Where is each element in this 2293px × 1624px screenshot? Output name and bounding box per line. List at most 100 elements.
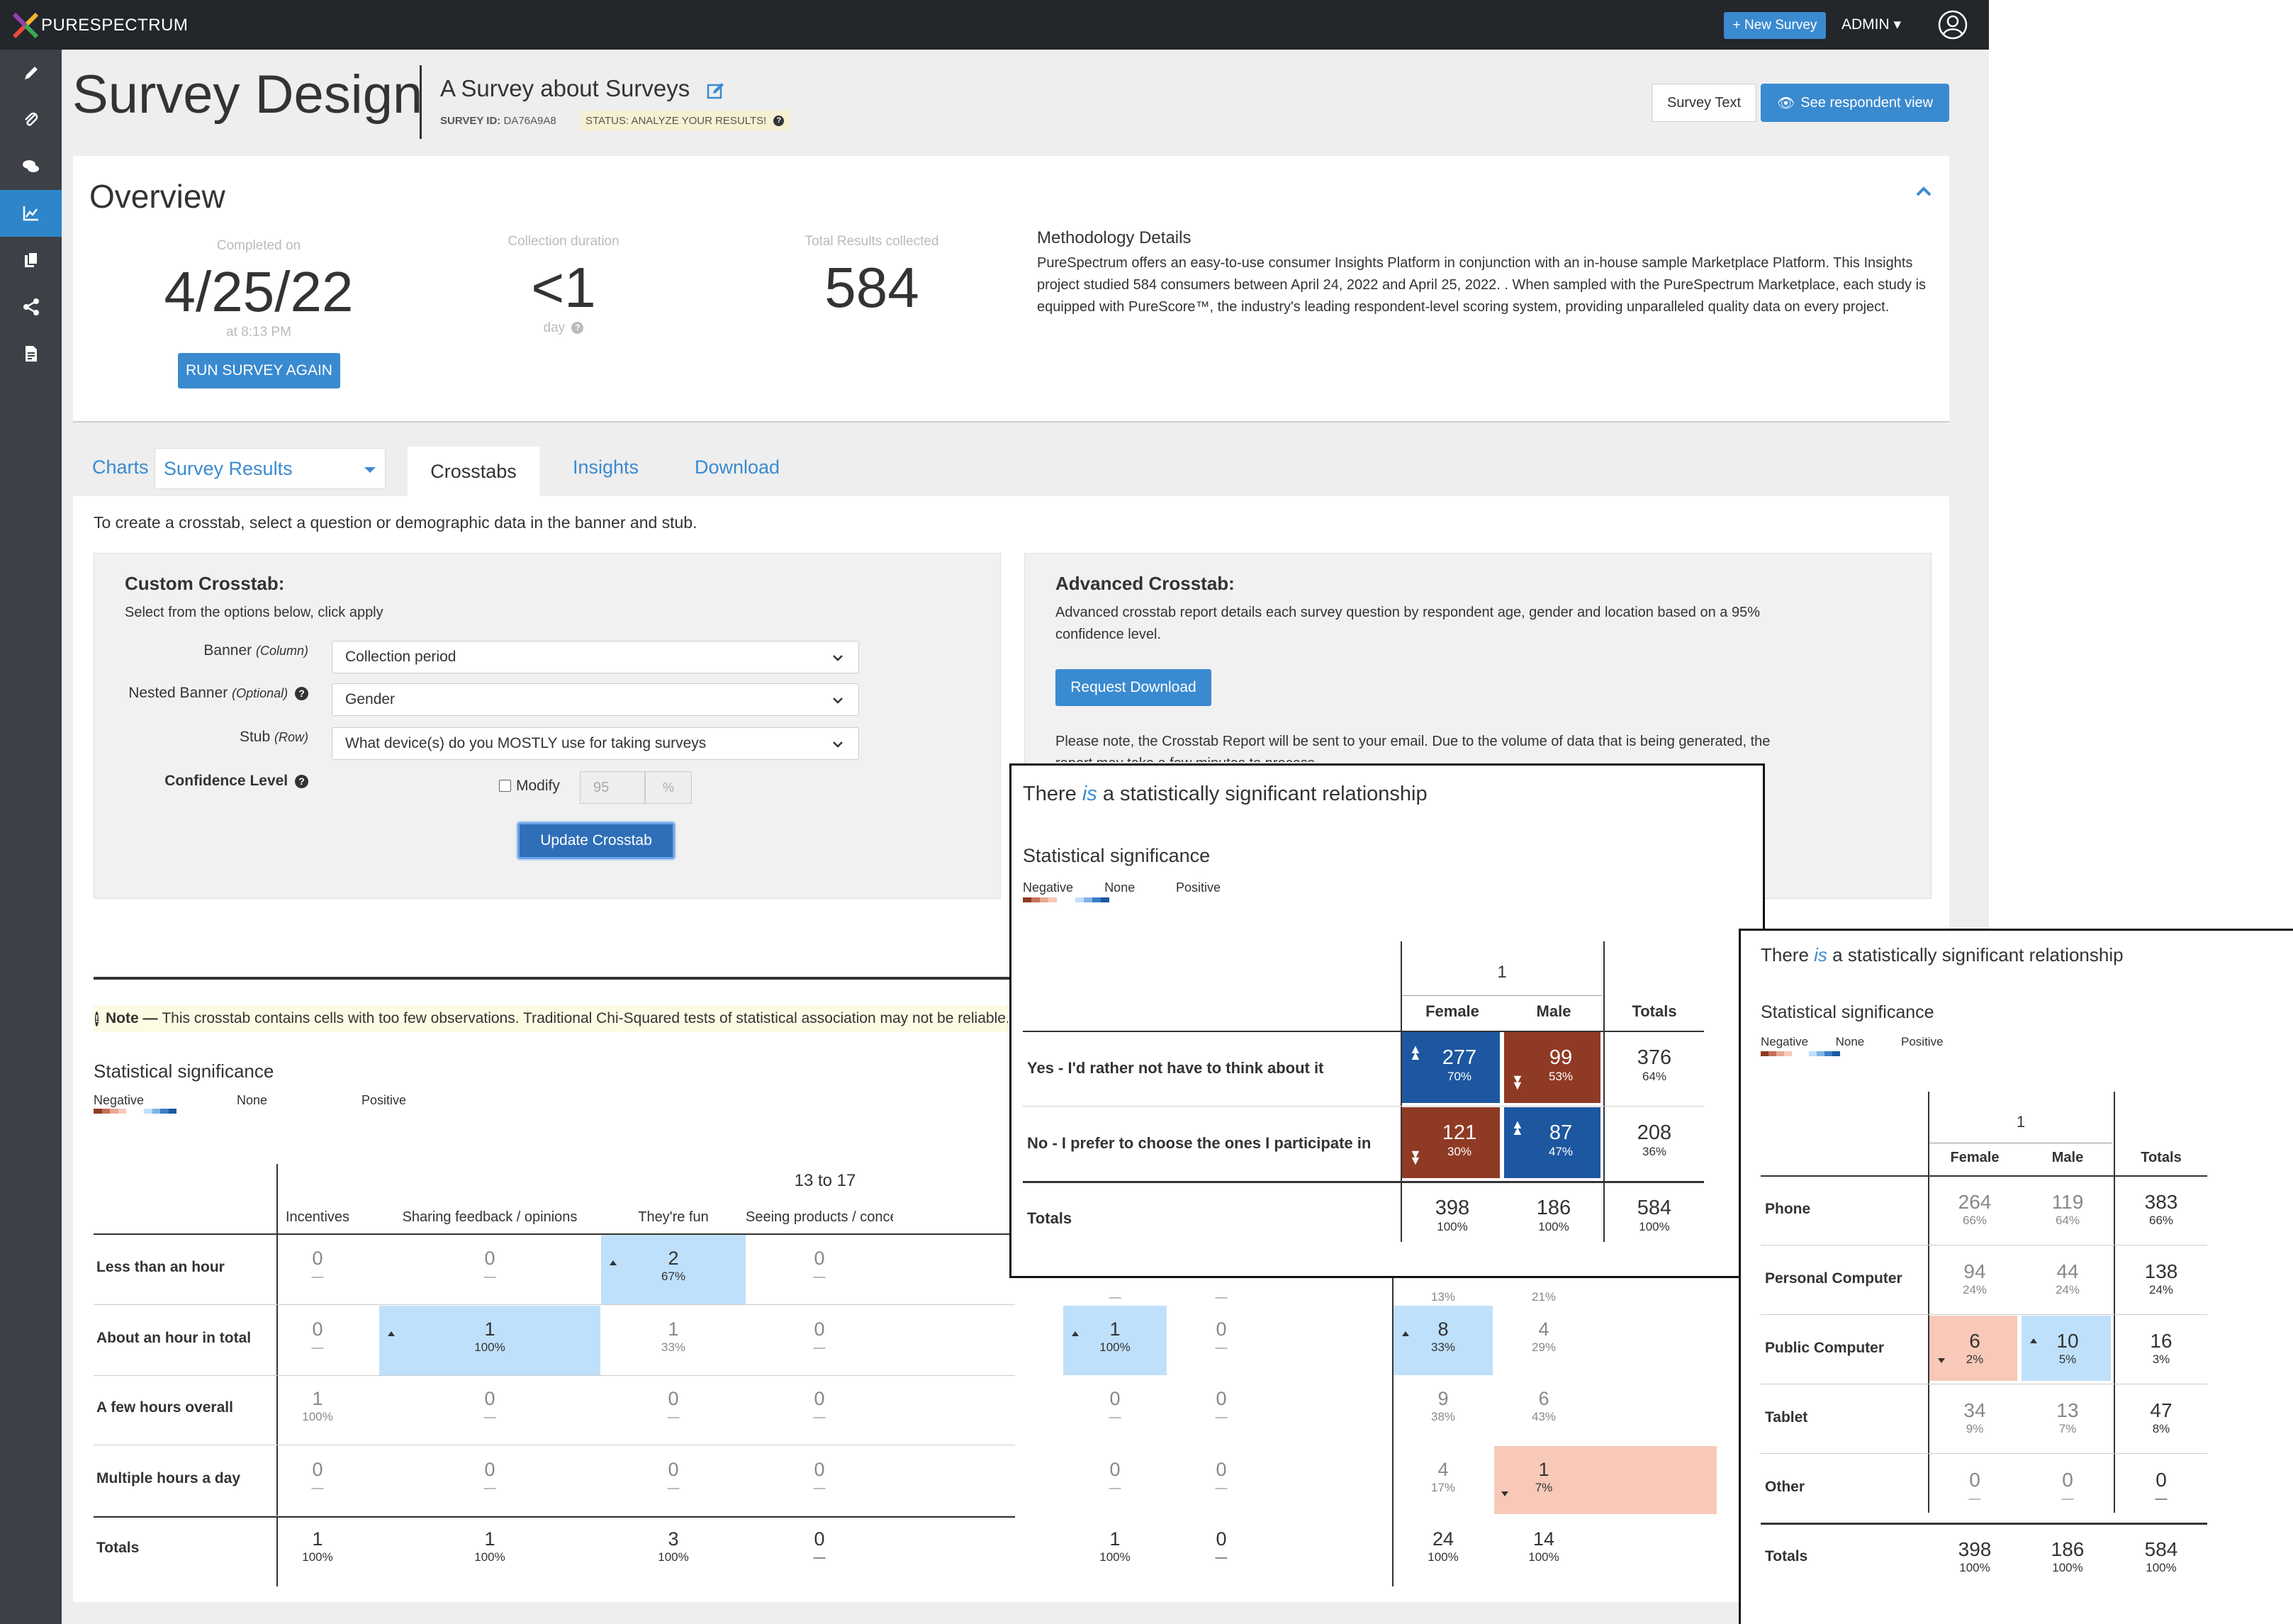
sidebar-item-report[interactable] <box>0 330 62 377</box>
title-divider <box>420 65 422 139</box>
request-download-button[interactable]: Request Download <box>1055 669 1211 706</box>
purespectrum-logo-icon[interactable] <box>10 10 41 41</box>
row-label: Other <box>1765 1479 1805 1495</box>
tab-download[interactable]: Download <box>695 457 780 478</box>
cell-percent: 100% <box>474 1550 505 1564</box>
sidebar-item-copy[interactable] <box>0 237 62 284</box>
significance-fill <box>1063 1306 1167 1375</box>
row-divider <box>1023 1106 1704 1107</box>
title-pre: There <box>1023 783 1082 805</box>
legend-negative-swatch <box>110 1109 118 1114</box>
caret-down-icon: ▾ <box>1893 16 1902 33</box>
legend-negative-swatch <box>1023 897 1031 902</box>
banner-select[interactable]: Collection period <box>332 641 859 673</box>
legend-negative: Negative <box>94 1093 145 1107</box>
cell-count: 277 <box>1442 1046 1477 1069</box>
confidence-level-input[interactable]: 95 <box>580 771 645 804</box>
double-arrow-down-icon: ▼ ▼ <box>1409 1147 1422 1167</box>
collapse-chevron-up-icon[interactable] <box>1914 181 1934 201</box>
crosstab-instruction: To create a crosstab, select a question … <box>94 513 697 532</box>
cell-count: 0 <box>668 1459 679 1480</box>
copy-icon <box>24 252 38 267</box>
banner-hint: (Column) <box>255 644 308 658</box>
nested-banner-select[interactable]: Gender <box>332 683 859 716</box>
edit-icon[interactable] <box>706 81 726 101</box>
modify-checkbox[interactable] <box>499 780 511 792</box>
cell-percent: — <box>813 1550 826 1564</box>
stub-select[interactable]: What device(s) do you MOSTLY use for tak… <box>332 727 859 760</box>
stub-select-value: What device(s) do you MOSTLY use for tak… <box>345 735 707 751</box>
table-cell: 1 100% <box>1063 1528 1167 1564</box>
group-header: 1 <box>2016 1113 2026 1131</box>
cell-count: 121 <box>1442 1121 1477 1144</box>
survey-results-select[interactable]: Survey Results <box>155 448 386 489</box>
table-cell: 87 47% <box>1532 1121 1589 1159</box>
survey-id-label: SURVEY ID: <box>440 115 501 127</box>
paperclip-icon <box>24 112 38 126</box>
survey-text-button[interactable]: Survey Text <box>1652 84 1756 122</box>
cell-percent: 100% <box>302 1410 333 1423</box>
significance-fill <box>1402 1107 1500 1178</box>
cell-percent: 100% <box>1959 1561 1990 1574</box>
column-header: Female <box>1950 1150 2000 1165</box>
legend-negative-swatch <box>1048 897 1057 902</box>
table-totals-line <box>1023 1181 1704 1183</box>
title-pre: There <box>1761 944 1815 965</box>
row-divider <box>1761 1453 2207 1454</box>
table-totals-line <box>94 1516 1015 1518</box>
row-label: Multiple hours a day <box>96 1470 241 1486</box>
legend-positive-swatch <box>152 1109 161 1114</box>
cell-percent: 66% <box>2148 1214 2174 1227</box>
update-crosstab-button[interactable]: Update Crosstab <box>517 822 675 859</box>
overview-card <box>73 156 1949 421</box>
run-survey-again-button[interactable]: RUN SURVEY AGAIN <box>178 353 340 388</box>
row-label: About an hour in total <box>96 1330 252 1346</box>
total-results-value: 584 <box>824 256 919 319</box>
survey-id: SURVEY ID: DA76A9A8 <box>440 115 556 127</box>
legend-negative-swatch <box>94 1109 102 1114</box>
sidebar-item-share[interactable] <box>0 284 62 330</box>
admin-label: ADMIN <box>1841 16 1890 33</box>
see-respondent-view-button[interactable]: 👁 See respondent view <box>1761 84 1949 122</box>
custom-crosstab-title: Custom Crosstab: <box>125 573 285 594</box>
sidebar-item-attachments[interactable] <box>0 96 62 143</box>
cell-count: 138 <box>2144 1260 2178 1282</box>
help-icon[interactable]: ? <box>295 686 308 700</box>
cell-percent: 70% <box>1447 1070 1472 1083</box>
sidebar-item-edit[interactable] <box>0 50 62 96</box>
admin-menu[interactable]: ADMIN ▾ <box>1841 16 1901 33</box>
banner-select-value: Collection period <box>345 649 456 665</box>
tab-charts[interactable]: Charts <box>92 457 149 478</box>
new-survey-button[interactable]: + New Survey <box>1724 12 1826 39</box>
cell-count: 1 <box>312 1388 323 1409</box>
cell-count: 119 <box>2051 1191 2084 1213</box>
table-cell: 376 64% <box>1605 1046 1704 1084</box>
sidebar-item-comments[interactable] <box>0 143 62 190</box>
table-cell: 8 33% <box>1394 1318 1493 1355</box>
collection-duration-value: <1 <box>531 256 596 319</box>
cell-percent: 100% <box>658 1550 689 1564</box>
chevron-down-icon <box>833 698 843 704</box>
cell-percent: 100% <box>302 1550 333 1564</box>
cell-count: 584 <box>1637 1197 1672 1219</box>
help-icon[interactable]: ? <box>571 322 584 335</box>
help-icon[interactable]: ? <box>295 774 308 788</box>
cell-percent: — <box>1215 1481 1228 1494</box>
cell-percent: 100% <box>474 1340 505 1354</box>
tab-insights[interactable]: Insights <box>573 457 639 478</box>
cell-count: 0 <box>814 1248 825 1269</box>
confidence-level-text: Confidence Level <box>164 773 288 789</box>
cell-count: 13 <box>2056 1399 2079 1421</box>
row-label: A few hours overall <box>96 1399 233 1416</box>
column-header: Totals <box>2141 1150 2182 1165</box>
sidebar-item-results[interactable] <box>0 190 62 237</box>
survey-name: A Survey about Surveys <box>440 75 690 101</box>
user-account-icon[interactable] <box>1938 10 1968 40</box>
legend-positive-swatch <box>1075 897 1084 902</box>
cell-count: 1 <box>668 1318 679 1340</box>
help-icon[interactable]: ? <box>773 115 785 126</box>
cell-percent: — <box>1215 1340 1228 1354</box>
chart-icon <box>23 206 38 221</box>
tab-crosstabs[interactable]: Crosstabs <box>408 447 539 496</box>
advanced-crosstab-title: Advanced Crosstab: <box>1055 573 1235 594</box>
